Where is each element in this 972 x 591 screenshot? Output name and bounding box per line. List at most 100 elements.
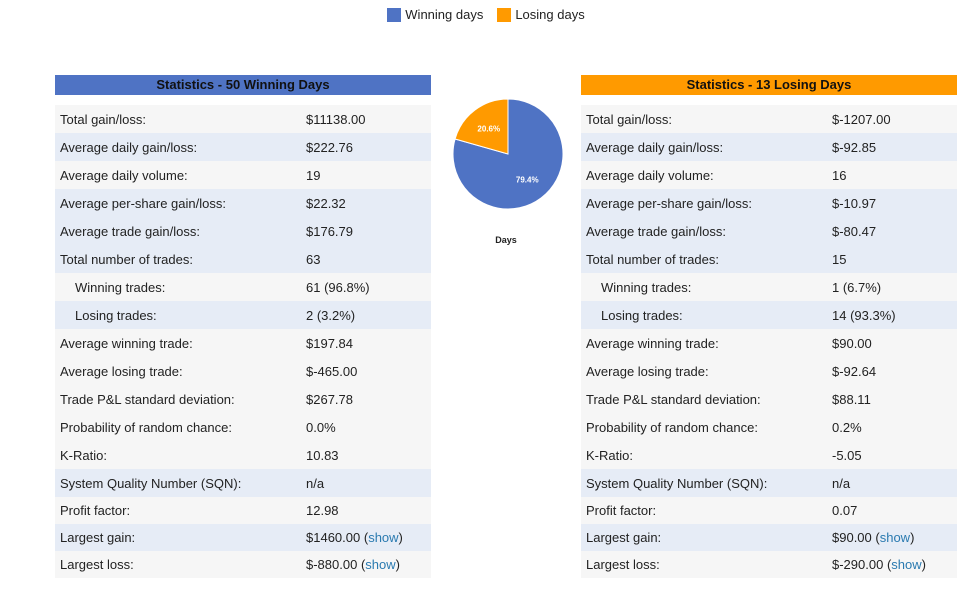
- stat-value: 1 (6.7%): [832, 279, 882, 295]
- stat-label: Total gain/loss:: [60, 111, 146, 127]
- stat-value-cell: n/a: [306, 476, 431, 491]
- stat-value: $-290.00: [832, 557, 884, 572]
- stat-value: $-92.85: [832, 139, 877, 155]
- stat-row: Largest gain: $90.00 (show): [581, 524, 957, 551]
- stat-label: Average trade gain/loss:: [586, 223, 726, 239]
- stat-value-cell: n/a: [832, 476, 957, 491]
- stat-value-cell: 63: [306, 252, 431, 267]
- stat-row: Average losing trade: $-92.64: [581, 357, 957, 385]
- stat-value-cell: 0.0%: [306, 420, 431, 435]
- stat-value-cell: 61 (96.8%): [306, 280, 431, 295]
- stat-value-cell: $197.84: [306, 336, 431, 351]
- losing-stats-table: Total gain/loss: $-1207.00 Average daily g…: [581, 105, 957, 578]
- stat-label: Winning trades:: [75, 279, 166, 295]
- stat-label: K-Ratio:: [60, 447, 107, 463]
- stat-value: 12.98: [306, 503, 339, 518]
- stat-row: Average trade gain/loss: $176.79: [55, 217, 431, 245]
- stat-value: $-10.97: [832, 195, 877, 211]
- stat-value-cell: $-880.00 (show): [306, 557, 400, 572]
- stat-value-cell: $267.78: [306, 392, 431, 407]
- losing-stats-panel: Statistics - 13 Losing Days Total gain/l…: [581, 75, 957, 578]
- winning-stats-panel: Statistics - 50 Winning Days Total gain/…: [55, 75, 431, 578]
- stat-value-cell: $-465.00: [306, 364, 431, 379]
- legend-label-losing: Losing days: [515, 7, 585, 22]
- stat-label: Total number of trades:: [60, 251, 193, 267]
- pie-label-losing: 20.6%: [477, 125, 500, 134]
- stat-label: K-Ratio:: [586, 447, 633, 463]
- stat-value-cell: $88.11: [832, 392, 957, 407]
- show-link[interactable]: show: [368, 530, 399, 545]
- stat-value-cell: 10.83: [306, 448, 431, 463]
- stat-row: Largest gain: $1460.00 (show): [55, 524, 431, 551]
- stat-value-cell: 0.2%: [832, 420, 957, 435]
- stat-label: Probability of random chance:: [586, 419, 758, 435]
- stat-value-cell: $11138.00: [306, 112, 431, 127]
- pie-slice-losing[interactable]: [454, 98, 509, 155]
- legend-item-losing[interactable]: Losing days: [497, 7, 585, 22]
- show-link[interactable]: show: [365, 557, 396, 572]
- stat-label: Average winning trade:: [586, 335, 719, 351]
- stat-label: Average per-share gain/loss:: [60, 195, 226, 211]
- stat-value-cell: $-1207.00: [832, 112, 957, 127]
- stat-value: $-1207.00: [832, 111, 891, 127]
- stat-row: Profit factor: 12.98: [55, 497, 431, 524]
- stat-value: $197.84: [306, 335, 353, 351]
- stat-label: Probability of random chance:: [60, 419, 232, 435]
- stat-row: Losing trades: 14 (93.3%): [581, 301, 957, 329]
- stat-label: Average winning trade:: [60, 335, 193, 351]
- show-link[interactable]: show: [879, 530, 911, 545]
- stat-row: Losing trades: 2 (3.2%): [55, 301, 431, 329]
- stat-row: Total gain/loss: $11138.00: [55, 105, 431, 133]
- stat-label: Average daily gain/loss:: [60, 139, 198, 155]
- stat-value-cell: $222.76: [306, 140, 431, 155]
- stat-value-cell: 2 (3.2%): [306, 308, 431, 323]
- stat-row: Average per-share gain/loss: $-10.97: [581, 189, 957, 217]
- pie-svg: 79.4% 20.6%: [452, 98, 564, 210]
- stat-value: $-80.47: [832, 223, 877, 239]
- stat-value-cell: $1460.00 (show): [306, 530, 403, 545]
- stat-label: Winning trades:: [601, 279, 692, 295]
- stat-value: 2 (3.2%): [306, 307, 356, 323]
- stat-label: Average trade gain/loss:: [60, 223, 200, 239]
- stat-row: Probability of random chance: 0.0%: [55, 413, 431, 441]
- stat-value: 19: [306, 167, 321, 183]
- stat-value: $267.78: [306, 391, 353, 407]
- stat-row: System Quality Number (SQN): n/a: [581, 469, 957, 497]
- stat-row: Average winning trade: $197.84: [55, 329, 431, 357]
- stat-label: Trade P&L standard deviation:: [586, 391, 761, 407]
- pie-chart-title: Days: [495, 235, 517, 245]
- stat-label: Largest loss:: [60, 557, 134, 572]
- stat-row: Total number of trades: 15: [581, 245, 957, 273]
- stat-value-cell: $-80.47: [832, 224, 957, 239]
- stat-value-cell: -5.05: [832, 448, 957, 463]
- stat-value: 15: [832, 251, 847, 267]
- stat-row: Probability of random chance: 0.2%: [581, 413, 957, 441]
- stat-value: $88.11: [832, 391, 871, 407]
- stat-value: 61 (96.8%): [306, 279, 370, 295]
- stat-label: Largest gain:: [586, 530, 662, 545]
- stat-label: Losing trades:: [601, 307, 683, 323]
- days-pie-chart: 79.4% 20.6% Days: [448, 95, 568, 255]
- stat-value-cell: 14 (93.3%): [832, 308, 957, 323]
- stat-label: Trade P&L standard deviation:: [60, 391, 235, 407]
- stat-label: System Quality Number (SQN):: [586, 475, 768, 491]
- stat-value: $-880.00: [306, 557, 358, 572]
- show-link[interactable]: show: [891, 557, 922, 572]
- stat-row: Average losing trade: $-465.00: [55, 357, 431, 385]
- stat-value-cell: $-92.64: [832, 364, 957, 379]
- stat-label: Total gain/loss:: [586, 111, 672, 127]
- legend-swatch-losing: [497, 7, 512, 22]
- legend-item-winning[interactable]: Winning days: [387, 7, 483, 22]
- stat-row: Average winning trade: $90.00: [581, 329, 957, 357]
- stat-value: $-92.64: [832, 363, 877, 379]
- chart-legend: Winning days Losing days: [0, 7, 972, 22]
- stat-value-cell: $-10.97: [832, 196, 957, 211]
- stat-value-cell: 12.98: [306, 503, 431, 518]
- legend-swatch-winning: [387, 7, 402, 22]
- stat-row: Winning trades: 61 (96.8%): [55, 273, 431, 301]
- stat-label: Largest loss:: [586, 557, 660, 572]
- stat-label: Average losing trade:: [586, 363, 709, 379]
- stat-label: Total number of trades:: [586, 251, 719, 267]
- stat-value: $176.79: [306, 223, 353, 239]
- stat-row: Total gain/loss: $-1207.00: [581, 105, 957, 133]
